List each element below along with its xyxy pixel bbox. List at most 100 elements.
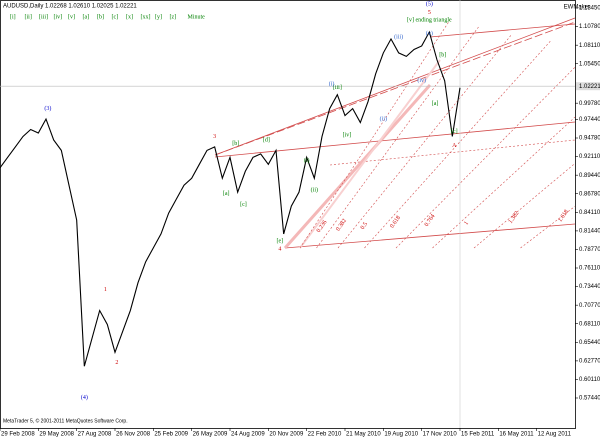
y-tick-label: 0.70770	[579, 303, 600, 309]
x-tick-label: 27 Aug 2008	[78, 432, 112, 438]
y-tick-label: 0.78770	[579, 247, 600, 253]
fan-line	[316, 26, 479, 249]
fan-label: 0.5	[360, 221, 369, 231]
fan-line	[473, 163, 576, 249]
fan-line	[520, 206, 576, 249]
wave-label: A	[452, 143, 457, 149]
y-tick-label: 0.84110	[579, 210, 600, 216]
wave-label: (i)	[329, 81, 335, 88]
wave-label: [c]	[451, 129, 458, 135]
wave-label: (5)	[426, 1, 433, 8]
channel-line	[214, 17, 576, 156]
x-tick-label: 24 Aug 2009	[231, 432, 265, 438]
x-tick-label: 29 Feb 2008	[1, 432, 35, 438]
y-tick-label: 1.08110	[579, 43, 600, 49]
wave-label: [b]	[439, 52, 446, 58]
x-tick-label: 25 Feb 2009	[154, 432, 188, 438]
toolbar: [i] [ii] [iii] [iv] [v] [a] [b] [c] [x] [xx] [y] [z…	[10, 14, 205, 20]
wave-label: (4)	[81, 394, 88, 401]
wave-label: 1	[104, 287, 107, 293]
fan-line	[299, 19, 451, 249]
toolbar-button[interactable]: [c]	[112, 14, 119, 20]
channel-line	[283, 84, 432, 249]
wave-label: [iii]	[333, 85, 342, 91]
wave-label: 4	[278, 247, 281, 253]
y-tick-label: 0.81440	[579, 228, 600, 234]
toolbar-button[interactable]: [x]	[126, 14, 133, 20]
y-tick-label: 0.86780	[579, 191, 600, 197]
plot-frame	[0, 0, 576, 429]
toolbar-button[interactable]: [i]	[10, 14, 16, 20]
y-tick-label: 0.92110	[579, 154, 600, 160]
y-tick-label: 0.68110	[579, 321, 600, 327]
channel-line	[214, 21, 576, 156]
last-price-label: 1.02221	[579, 84, 600, 90]
x-tick-label: 26 Nov 2008	[116, 432, 151, 438]
y-tick-label: 0.62770	[579, 358, 600, 364]
y-tick-label: 0.97440	[579, 117, 600, 123]
wave-label: [a]	[432, 101, 439, 107]
channel-line	[429, 23, 576, 38]
y-tick-label: 0.57440	[579, 396, 600, 402]
toolbar-button[interactable]: [xx]	[141, 14, 151, 20]
toolbar-button[interactable]: [iii]	[39, 14, 48, 20]
y-tick-label: 0.76110	[579, 266, 600, 272]
footer: MetaTrader 5, © 2001-2011 MetaQuotes Sof…	[3, 417, 128, 424]
y-tick-label: 0.94780	[579, 136, 600, 142]
wave-label: [e]	[276, 238, 283, 244]
wave-label: (iii)	[394, 33, 403, 40]
fan-line	[395, 66, 576, 249]
toolbar-button[interactable]: [z]	[170, 14, 177, 20]
wave-label: (i)	[304, 157, 310, 164]
y-tick-label: 0.60110	[579, 377, 600, 383]
axes: 0.57440 0.60110 0.62770 0.65440 0.68110 0.707…	[0, 6, 600, 438]
wave-label: [a]	[223, 191, 230, 197]
toolbar-button[interactable]: [b]	[97, 14, 104, 20]
y-tick-label: 0.99780	[579, 101, 600, 107]
x-tick-label: 26 May 2009	[193, 432, 228, 438]
x-tick-label: 19 Aug 2010	[384, 432, 418, 438]
wave-label: [b]	[232, 141, 239, 147]
channel-line	[329, 139, 576, 166]
wave-label: (v)	[426, 30, 433, 37]
wave-label: 3	[213, 134, 216, 140]
x-tick-label: 22 Feb 2010	[308, 432, 342, 438]
toolbar-button[interactable]: [a]	[83, 14, 90, 20]
wave-label: [v] ending triangle	[407, 18, 452, 24]
wave-label: (iv)	[417, 77, 426, 84]
last-price-tag	[576, 82, 600, 91]
x-tick-label: 21 May 2010	[346, 432, 381, 438]
wave-label: (ii)	[380, 115, 387, 122]
fan-line	[337, 33, 513, 249]
y-tick-label: 0.65440	[579, 340, 600, 346]
price-line	[0, 30, 461, 367]
wave-label: 2	[115, 360, 118, 366]
toolbar-button[interactable]: [y]	[155, 14, 162, 20]
channel-line	[299, 59, 441, 249]
x-tick-label: 16 May 2011	[499, 432, 534, 438]
x-tick-label: 15 Feb 2011	[461, 432, 495, 438]
y-tick-label: 0.89440	[579, 173, 600, 179]
toolbar-button[interactable]: [ii]	[25, 14, 32, 20]
wave-label: [c]	[240, 202, 247, 208]
toolbar-button[interactable]: [iv]	[54, 14, 63, 20]
x-tick-label: 29 May 2008	[39, 432, 74, 438]
toolbar-button[interactable]: Minute	[188, 14, 206, 20]
wave-label: [d]	[263, 137, 270, 143]
toolbar-button[interactable]: [v]	[68, 14, 75, 20]
fan-label: 1	[463, 221, 470, 227]
wave-label: 5	[428, 10, 431, 16]
x-tick-label: 20 Nov 2009	[269, 432, 304, 438]
wave-label: (3)	[44, 105, 51, 112]
y-tick-label: 1.10780	[579, 24, 600, 30]
fan-line	[432, 116, 576, 249]
x-tick-label: 17 Nov 2010	[423, 432, 458, 438]
x-tick-label: 12 Aug 2011	[538, 432, 572, 438]
y-tick-label: 1.13450	[579, 6, 600, 12]
wave-label: (ii)	[311, 186, 318, 193]
chart-title: AUDUSD,Daily 1.02268 1.02610 1.02025 1.0…	[3, 4, 137, 10]
wave-label: [iv]	[343, 132, 352, 138]
